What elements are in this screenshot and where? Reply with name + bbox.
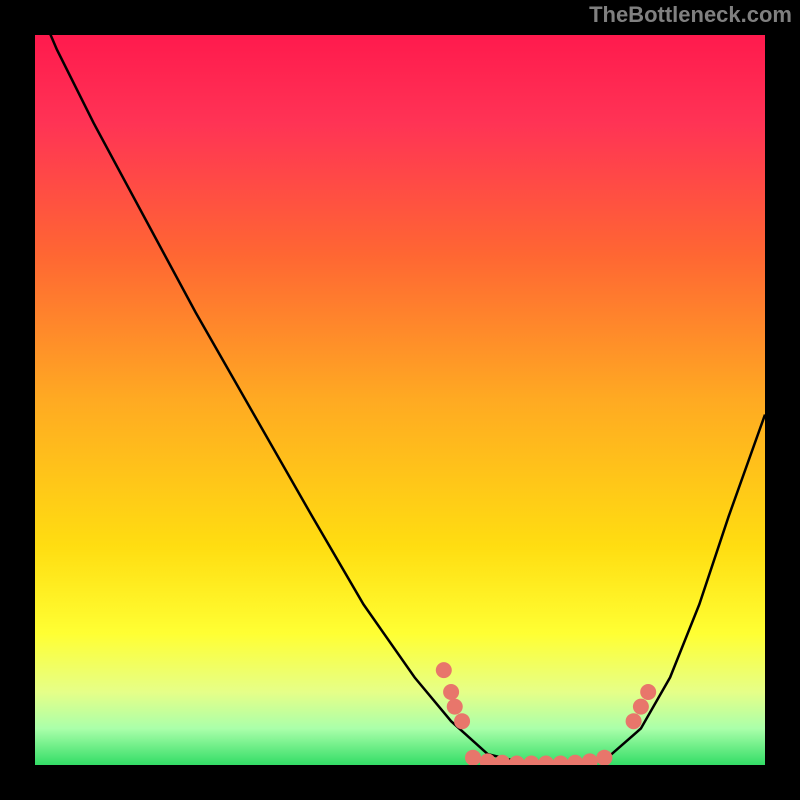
curve-marker	[626, 713, 642, 729]
curve-marker	[523, 756, 539, 765]
curve-marker	[567, 755, 583, 765]
curve-marker	[640, 684, 656, 700]
curve-marker	[443, 684, 459, 700]
curve-marker	[436, 662, 452, 678]
curve-marker	[553, 756, 569, 765]
curve-markers	[436, 662, 656, 765]
curve-marker	[538, 756, 554, 765]
curve-marker	[447, 699, 463, 715]
curve-marker	[582, 753, 598, 765]
curve-marker	[454, 713, 470, 729]
curve-layer	[35, 35, 765, 765]
curve-marker	[596, 750, 612, 765]
watermark-text: TheBottleneck.com	[589, 2, 792, 28]
curve-marker	[509, 756, 525, 765]
bottleneck-curve	[35, 35, 765, 765]
curve-marker	[465, 750, 481, 765]
plot-area	[35, 35, 765, 765]
curve-marker	[633, 699, 649, 715]
